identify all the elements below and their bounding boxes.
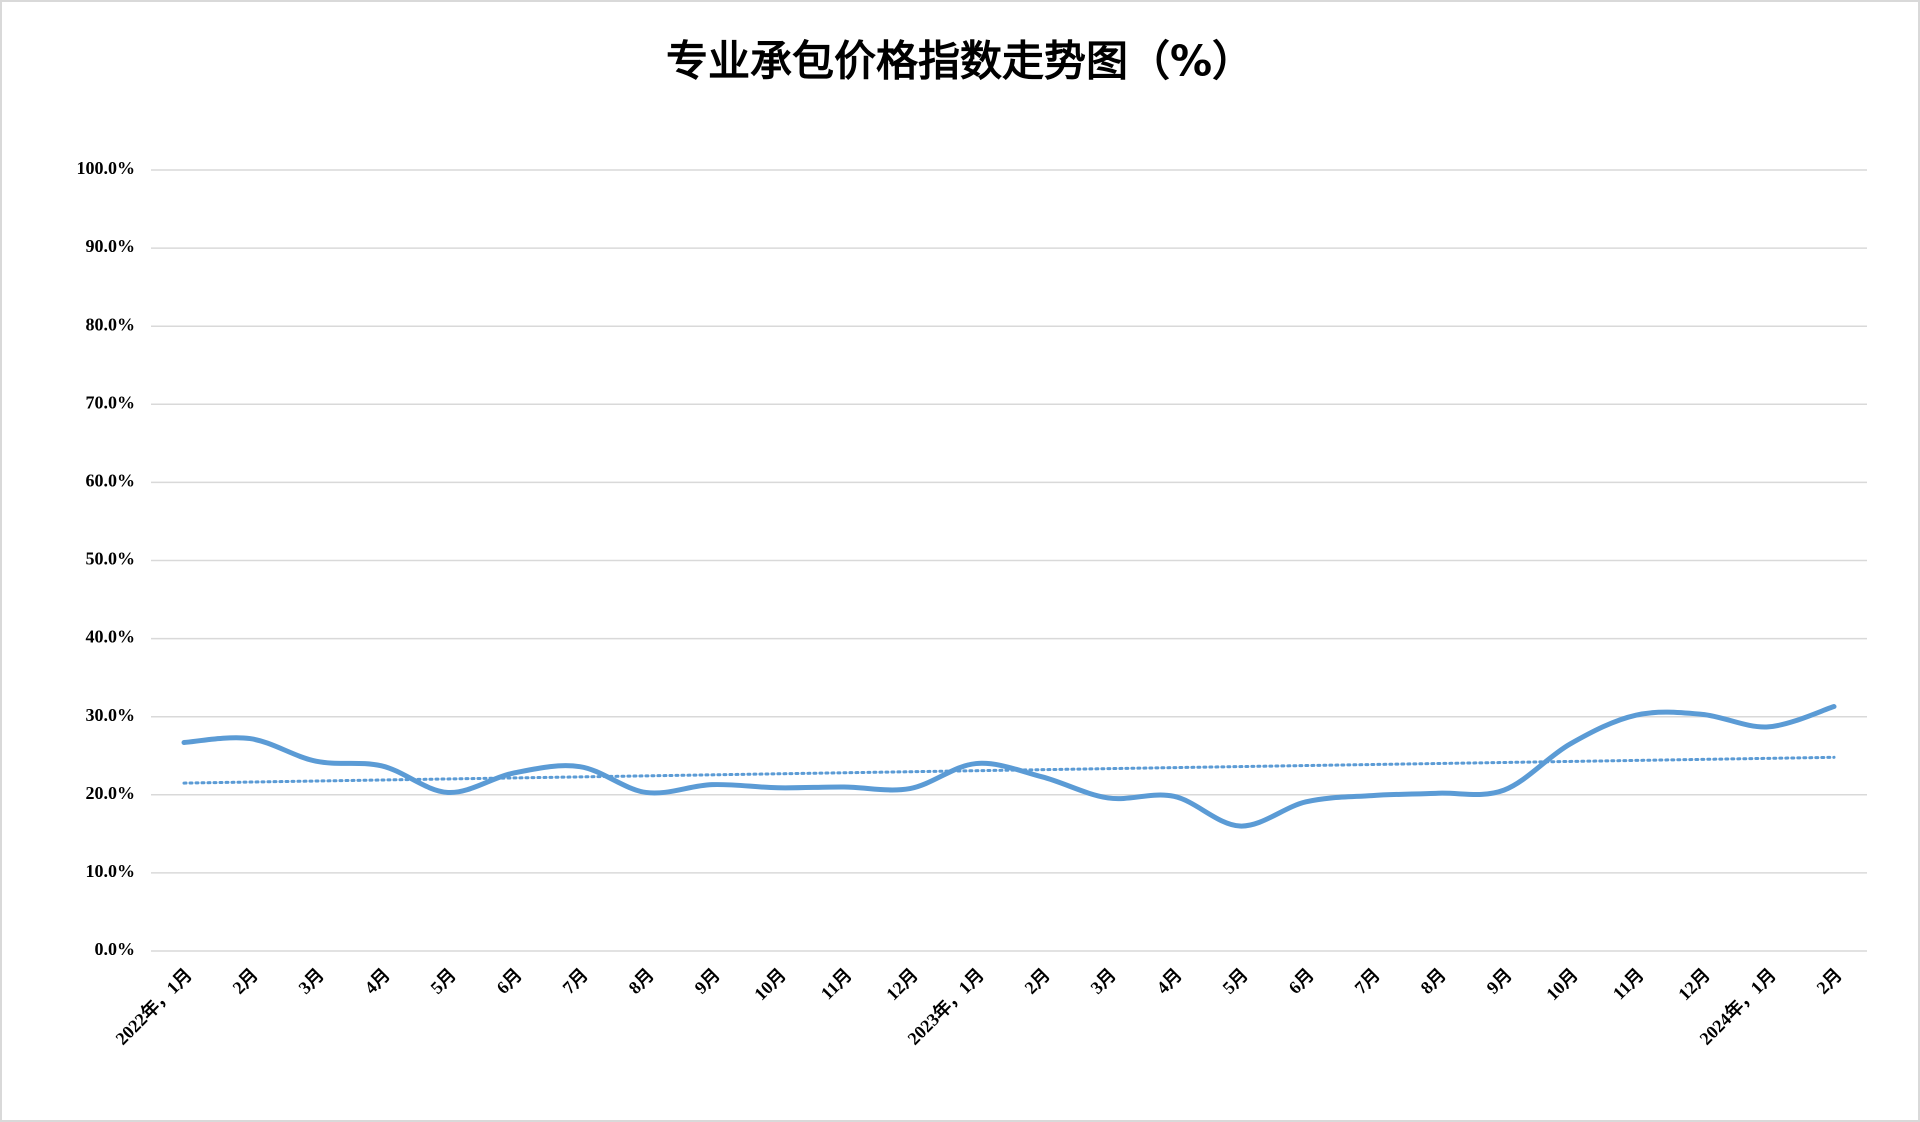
y-tick-label: 30.0% [86, 705, 136, 725]
trendline [182, 755, 1836, 785]
y-tick-label: 10.0% [86, 861, 136, 881]
y-tick-label: 50.0% [86, 549, 136, 569]
y-tick-label: 100.0% [77, 158, 136, 178]
y-tick-label: 0.0% [95, 939, 136, 959]
y-tick-label: 40.0% [86, 627, 136, 647]
y-tick-label: 80.0% [86, 314, 136, 334]
y-tick-label: 60.0% [86, 471, 136, 491]
chart-title: 专业承包价格指数走势图（%） [666, 37, 1254, 86]
y-tick-label: 20.0% [86, 783, 136, 803]
line-series [181, 704, 1837, 829]
y-tick-label: 90.0% [86, 236, 136, 256]
y-tick-label: 70.0% [86, 392, 136, 412]
